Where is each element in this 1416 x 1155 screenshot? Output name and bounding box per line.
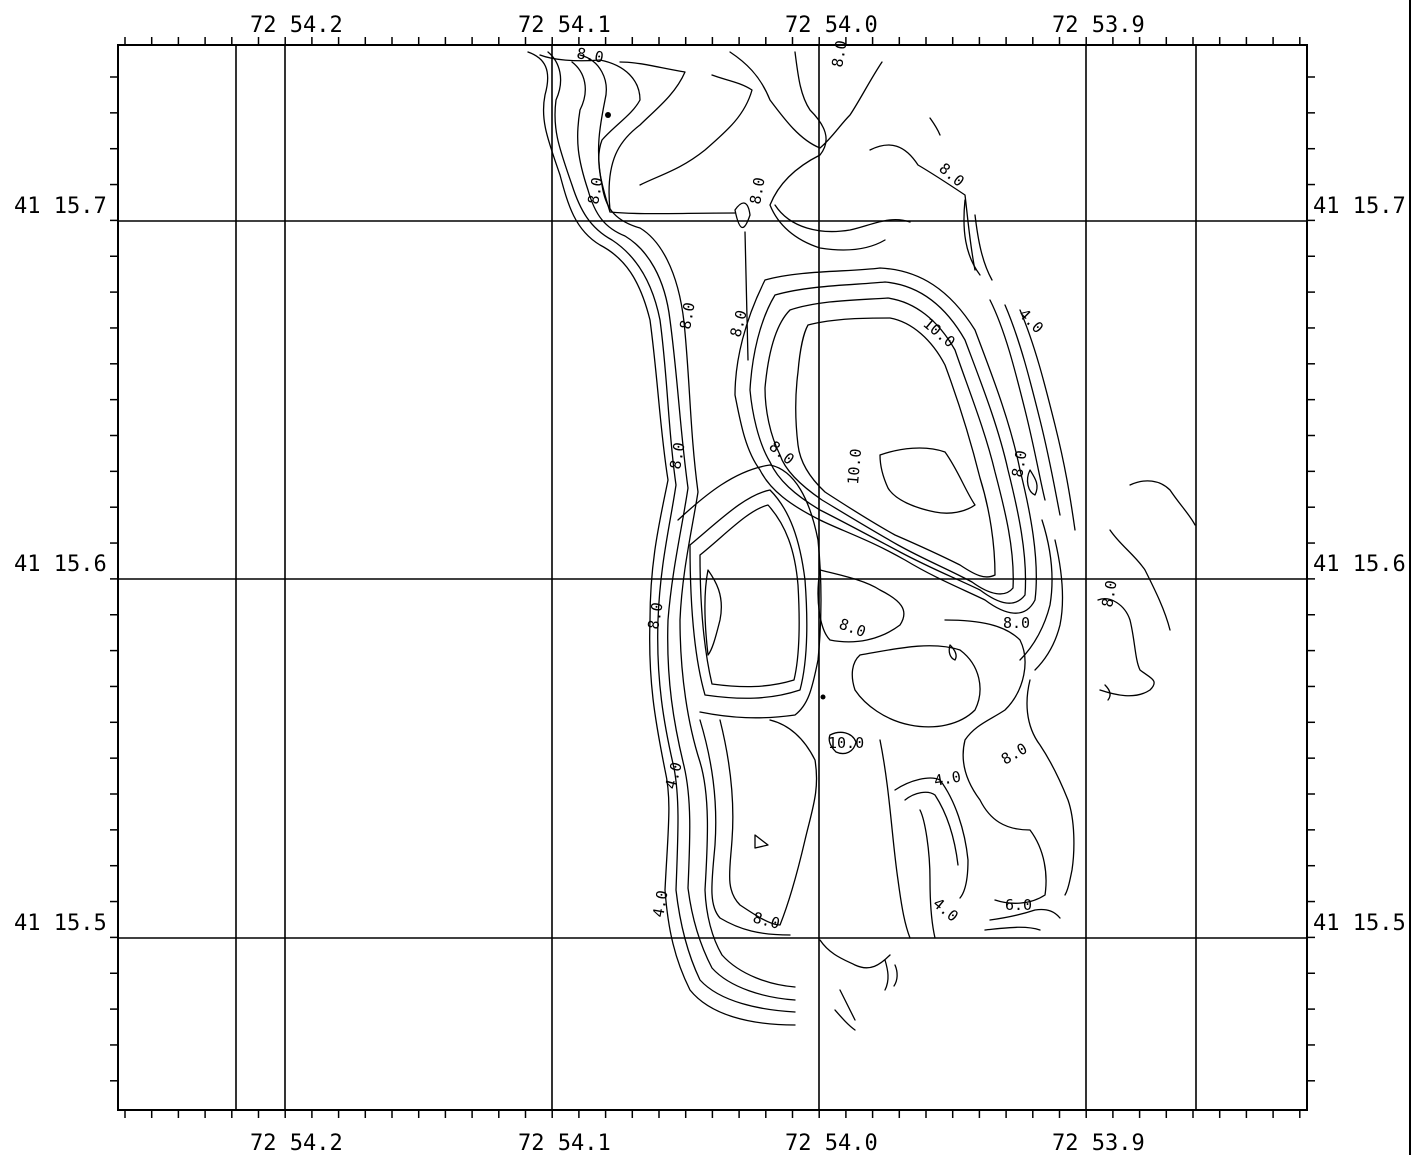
lon-label-top: 72 54.2 <box>250 13 343 38</box>
longitude-labels-bottom: 72 54.2 72 54.1 72 54.0 72 53.9 <box>250 1131 1145 1155</box>
lon-label-top: 72 53.9 <box>1052 13 1145 38</box>
contour-label: 8.0 <box>1003 614 1030 632</box>
lon-label-top: 72 54.0 <box>785 13 878 38</box>
lat-label-right: 41 15.7 <box>1313 194 1406 219</box>
sounding-dots <box>605 112 826 700</box>
contour-label: 8.0 <box>751 908 782 932</box>
contour-label: 8.0 <box>644 601 666 631</box>
contour-label: 8.0 <box>837 615 869 641</box>
contour-label: 8.0 <box>1008 449 1030 479</box>
lat-label-right: 41 15.5 <box>1313 911 1406 936</box>
latitude-labels-right: 41 15.7 41 15.6 41 15.5 <box>1313 194 1406 936</box>
contour-label: 8.0 <box>1098 579 1120 609</box>
longitude-labels-top: 72 54.2 72 54.1 72 54.0 72 53.9 <box>250 13 1145 38</box>
contour-label: 10.0 <box>828 734 864 752</box>
lon-label-bottom: 72 54.2 <box>250 1131 343 1155</box>
contour-label: 4.0 <box>929 894 961 925</box>
contour-label: 6.0 <box>1005 896 1032 914</box>
axis-ticks <box>110 37 1315 1118</box>
lon-label-bottom: 72 54.1 <box>518 1131 611 1155</box>
contour-label: 10.0 <box>844 448 865 486</box>
latitude-grid <box>118 220 1307 939</box>
contour-label: 8.0 <box>666 441 688 471</box>
lat-label-left: 41 15.5 <box>14 911 107 936</box>
lat-label-left: 41 15.7 <box>14 194 107 219</box>
contour-label: 8.0 <box>935 159 967 190</box>
contour-label: 4.0 <box>933 768 963 790</box>
contour-label: 4.0 <box>661 760 685 791</box>
lon-label-bottom: 72 53.9 <box>1052 1131 1145 1155</box>
contour-label: 8.0 <box>998 739 1030 768</box>
contour-label: 8.0 <box>828 39 850 69</box>
latitude-labels-left: 41 15.7 41 15.6 41 15.5 <box>14 194 107 936</box>
lat-label-right: 41 15.6 <box>1313 552 1406 577</box>
contour-label: 4.0 <box>649 889 671 919</box>
depth-contours <box>527 51 1196 1031</box>
lon-label-bottom: 72 54.0 <box>785 1131 878 1155</box>
lon-label-top: 72 54.1 <box>518 13 611 38</box>
contour-label: 8.0 <box>676 301 698 331</box>
contour-labels: 8.0 8.0 8.0 8.0 8.0 4.0 10.0 8.0 8.0 10.… <box>575 39 1120 933</box>
contour-label: 8.0 <box>575 44 605 66</box>
lat-label-left: 41 15.6 <box>14 552 107 577</box>
longitude-grid <box>235 45 1197 1110</box>
contour-label: 8.0 <box>584 176 606 206</box>
contour-label: 8.0 <box>746 176 768 206</box>
